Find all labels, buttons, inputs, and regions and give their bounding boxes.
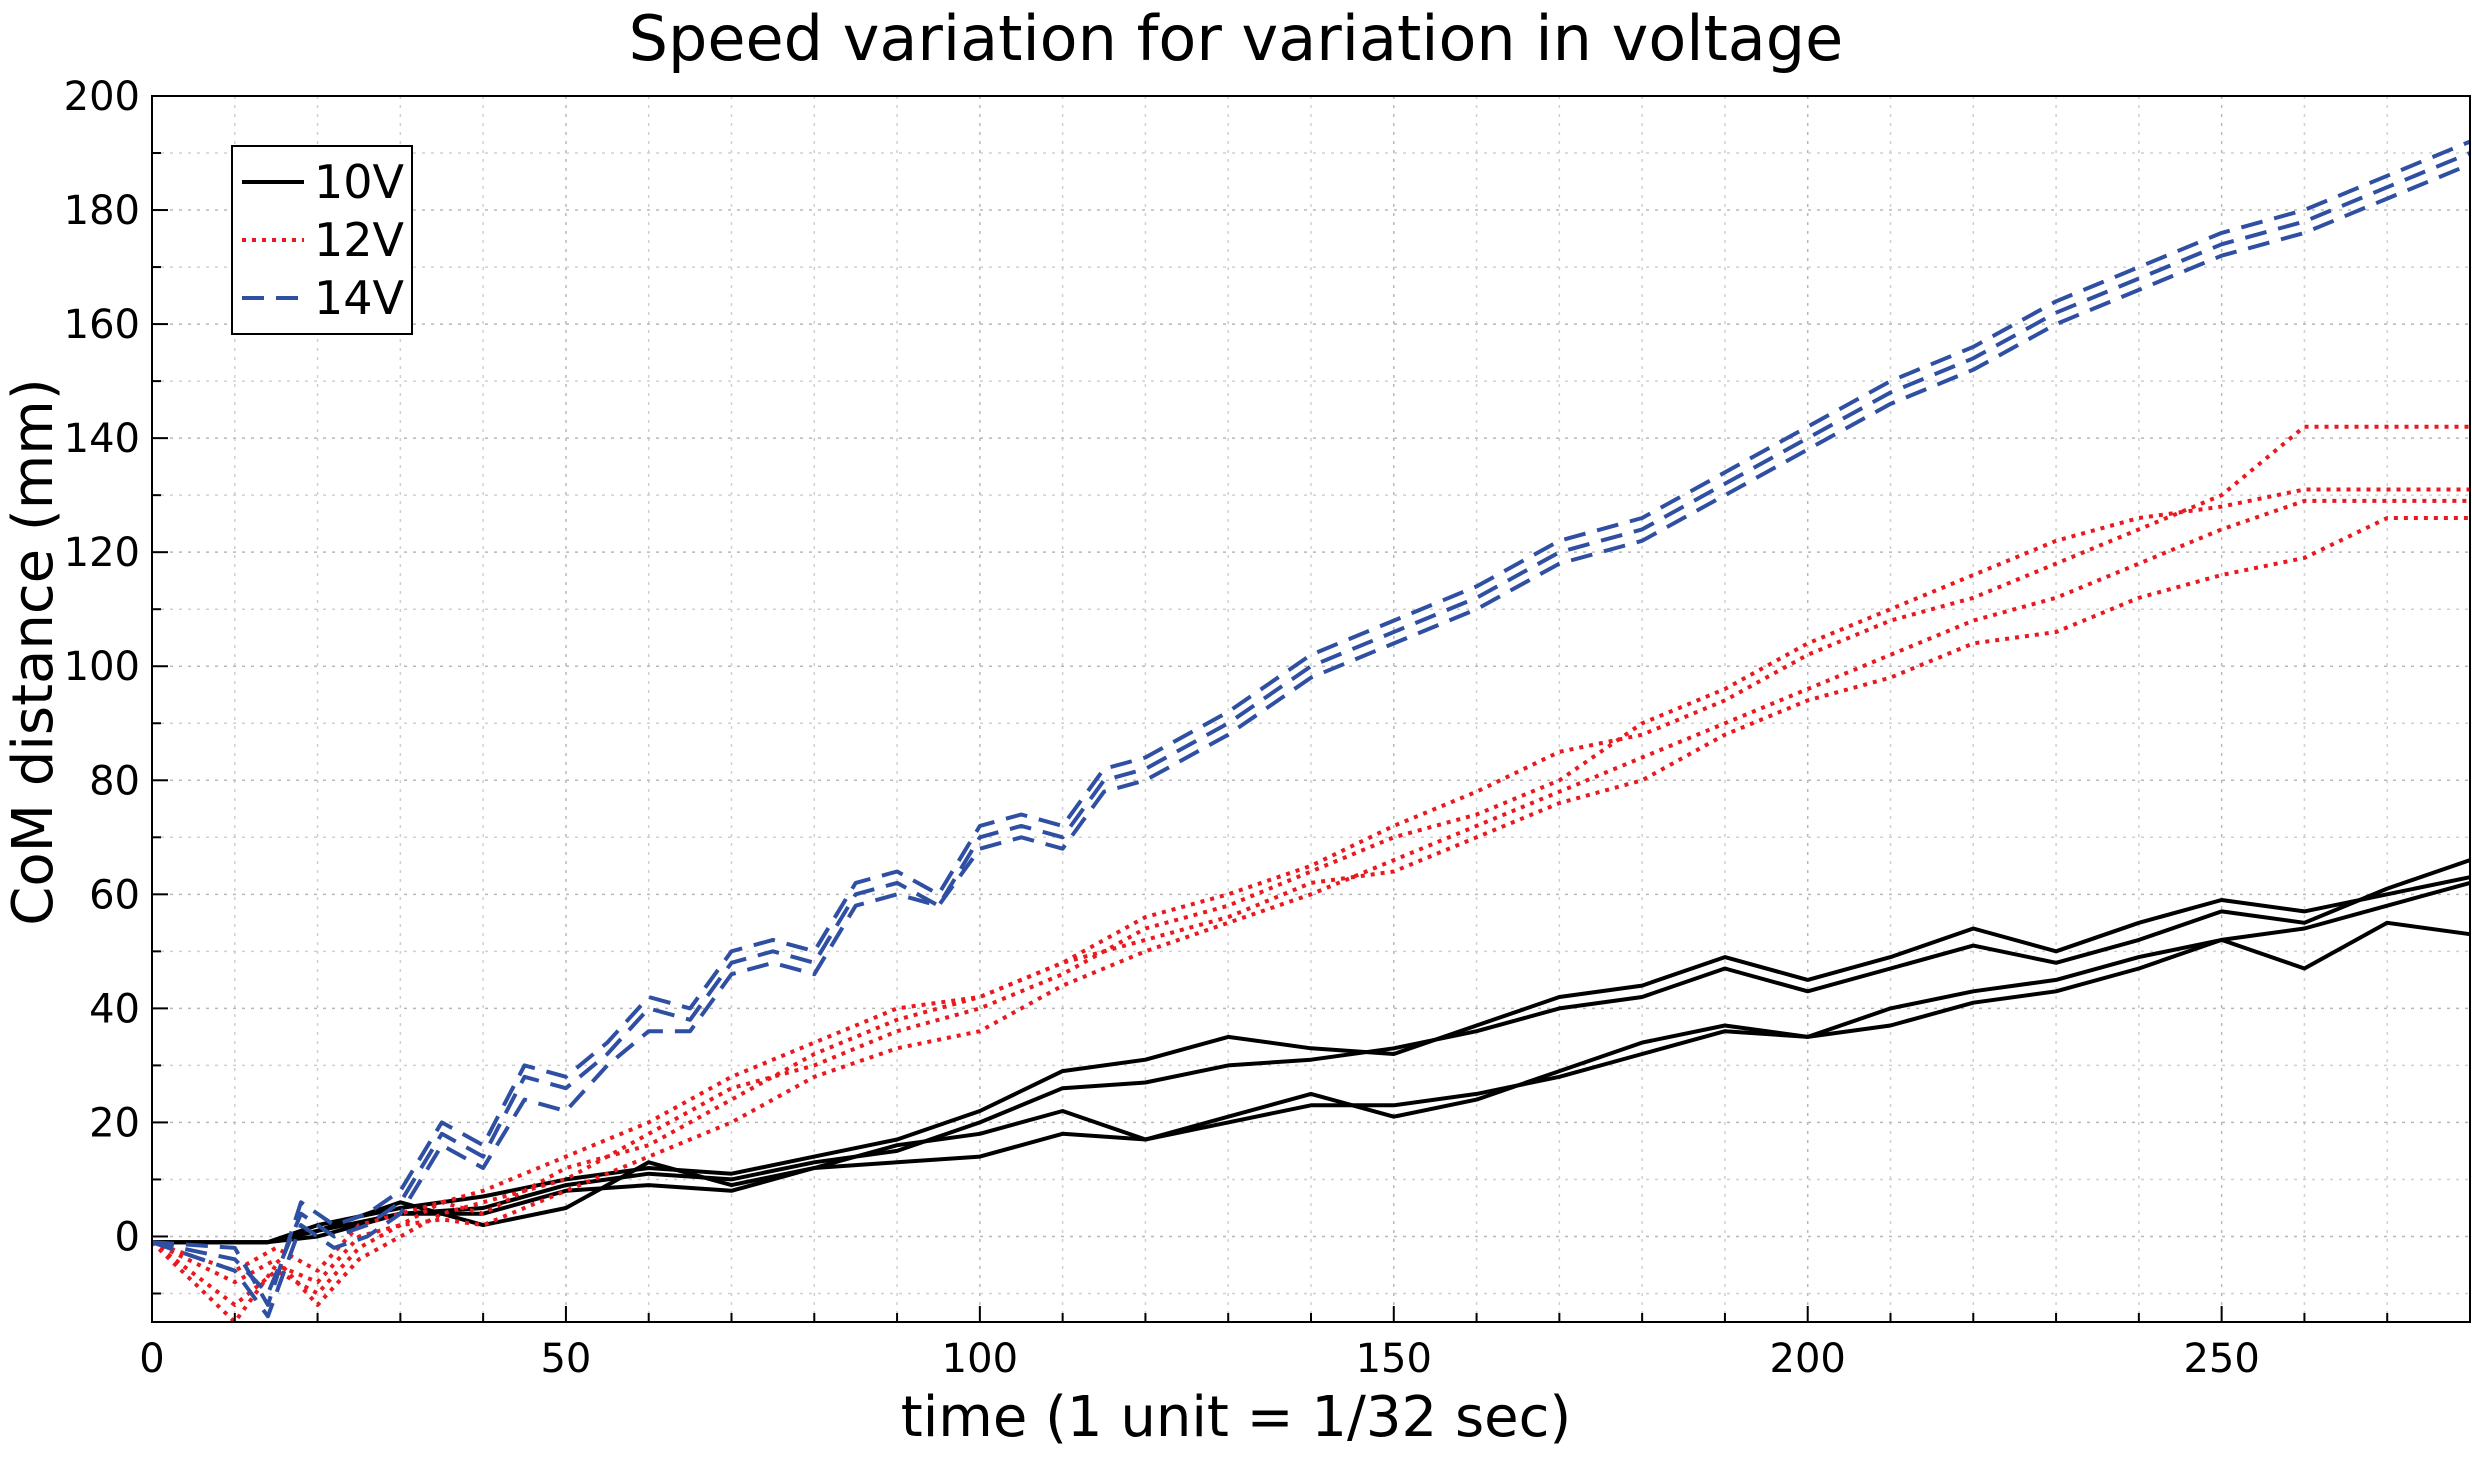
- y-tick-label: 120: [64, 530, 140, 576]
- series-line-14V-9: [151, 139, 2471, 1307]
- series-line-10V-1: [152, 875, 2471, 1245]
- grid-lines: [151, 95, 2471, 1322]
- x-tick-label: 100: [942, 1336, 1018, 1382]
- y-tick-label: 180: [64, 188, 140, 234]
- x-tick-label: 0: [139, 1336, 164, 1382]
- x-tick-label: 250: [2183, 1336, 2259, 1382]
- y-tick-label: 40: [89, 986, 140, 1032]
- y-tick-label: 100: [64, 644, 140, 690]
- series-line-14V-11: [151, 162, 2471, 1319]
- x-tick-label: 200: [1770, 1336, 1846, 1382]
- legend-label-12V: 12V: [314, 213, 405, 267]
- x-tick-label: 150: [1356, 1336, 1432, 1382]
- y-tick-label: 160: [64, 302, 140, 348]
- chart-title: Speed variation for variation in voltage: [629, 2, 1844, 75]
- series-line-12V-6: [151, 487, 2470, 1307]
- legend-label-10V: 10V: [314, 155, 405, 209]
- series-line-10V-4: [152, 920, 2471, 1245]
- y-tick-label: 80: [89, 758, 140, 804]
- tick-labels: 0 50 100 150 200 250 0 20 40 60 80 100 120 140 160 180 2…: [64, 74, 2260, 1382]
- x-axis-title: time (1 unit = 1/32 sec): [901, 1385, 1571, 1450]
- series-line-10V-2: [152, 858, 2471, 1245]
- y-axis-title: CoM distance (mm): [1, 378, 66, 925]
- y-tick-label: 60: [89, 872, 140, 918]
- x-tick-label: 50: [540, 1336, 591, 1382]
- series-lines: [150, 139, 2471, 1324]
- y-tick-label: 140: [64, 416, 140, 462]
- series-line-12V-7: [150, 498, 2470, 1324]
- y-tick-label: 20: [89, 1100, 140, 1146]
- y-tick-label: 0: [115, 1214, 140, 1260]
- legend-label-14V: 14V: [314, 271, 405, 325]
- series-line-14V-10: [151, 151, 2471, 1296]
- series-line-10V-3: [152, 880, 2471, 1245]
- y-tick-label: 200: [64, 74, 140, 120]
- series-line-12V-5: [150, 424, 2470, 1307]
- series-line-12V-8: [151, 516, 2470, 1273]
- axes: [151, 95, 2471, 1323]
